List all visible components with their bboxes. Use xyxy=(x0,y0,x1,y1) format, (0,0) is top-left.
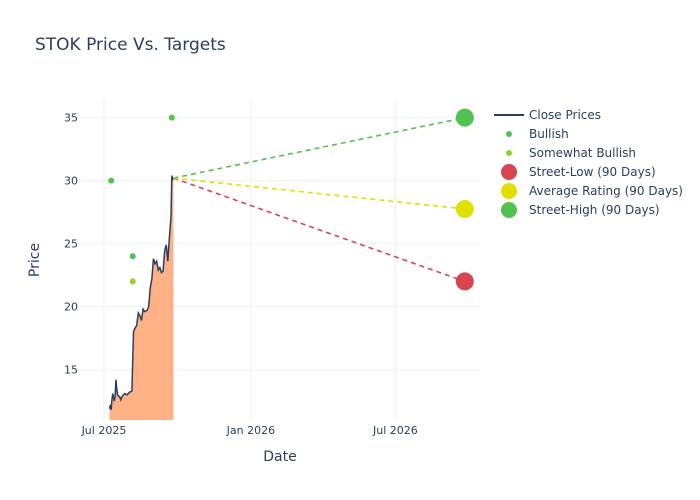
y-axis-title: Price xyxy=(27,243,43,277)
legend-swatch-average-rating xyxy=(501,183,517,199)
bullish-rating-point xyxy=(168,114,175,121)
y-tick-label: 15 xyxy=(64,364,78,377)
x-axis-title: Date xyxy=(263,449,296,465)
street-low-target-line xyxy=(173,177,466,283)
y-tick-label: 20 xyxy=(64,301,78,314)
close-price-area xyxy=(109,175,174,420)
street-high-target-line xyxy=(173,116,465,179)
close-price-line xyxy=(108,175,175,411)
legend-swatch-bullish xyxy=(506,131,512,137)
legend-label-street-high: Street-High (90 Days) xyxy=(529,203,660,217)
area-layer xyxy=(109,175,174,420)
line-layer xyxy=(108,175,175,411)
legend-swatch-somewhat-bullish xyxy=(506,150,512,156)
y-tick-label: 25 xyxy=(64,238,78,251)
x-tick-label: Jul 2026 xyxy=(372,424,418,437)
legend-label-average-rating: Average Rating (90 Days) xyxy=(529,184,683,198)
legend-label-bullish: Bullish xyxy=(529,127,569,141)
chart-title: STOK Price Vs. Targets xyxy=(35,35,226,55)
legend[interactable]: Close Prices Bullish Somewhat Bullish Stree… xyxy=(494,108,683,218)
average-rating-target-line xyxy=(173,177,465,210)
target-layer xyxy=(173,108,474,291)
x-tick-label: Jan 2026 xyxy=(226,424,275,437)
legend-swatch-street-high xyxy=(501,202,517,218)
bullish-rating-point xyxy=(108,177,115,184)
street-low-target-marker xyxy=(455,272,474,291)
street-high-target-marker xyxy=(455,108,474,127)
legend-label-street-low: Street-Low (90 Days) xyxy=(529,165,656,179)
x-tick-label: Jul 2025 xyxy=(81,424,127,437)
y-tick-label: 30 xyxy=(64,175,78,188)
somewhat-bullish-rating-point xyxy=(129,278,136,285)
y-tick-label: 35 xyxy=(64,112,78,125)
legend-swatch-street-low xyxy=(501,164,517,180)
point-layer xyxy=(108,114,175,285)
bullish-rating-point xyxy=(129,253,136,260)
legend-label-close-prices: Close Prices xyxy=(529,108,601,122)
average-rating-target-marker xyxy=(455,199,474,218)
legend-label-somewhat-bullish: Somewhat Bullish xyxy=(529,146,636,160)
tick-layer: 15 20 25 30 35 Jul 2025 Jan 2026 Jul 2026 xyxy=(64,112,418,437)
